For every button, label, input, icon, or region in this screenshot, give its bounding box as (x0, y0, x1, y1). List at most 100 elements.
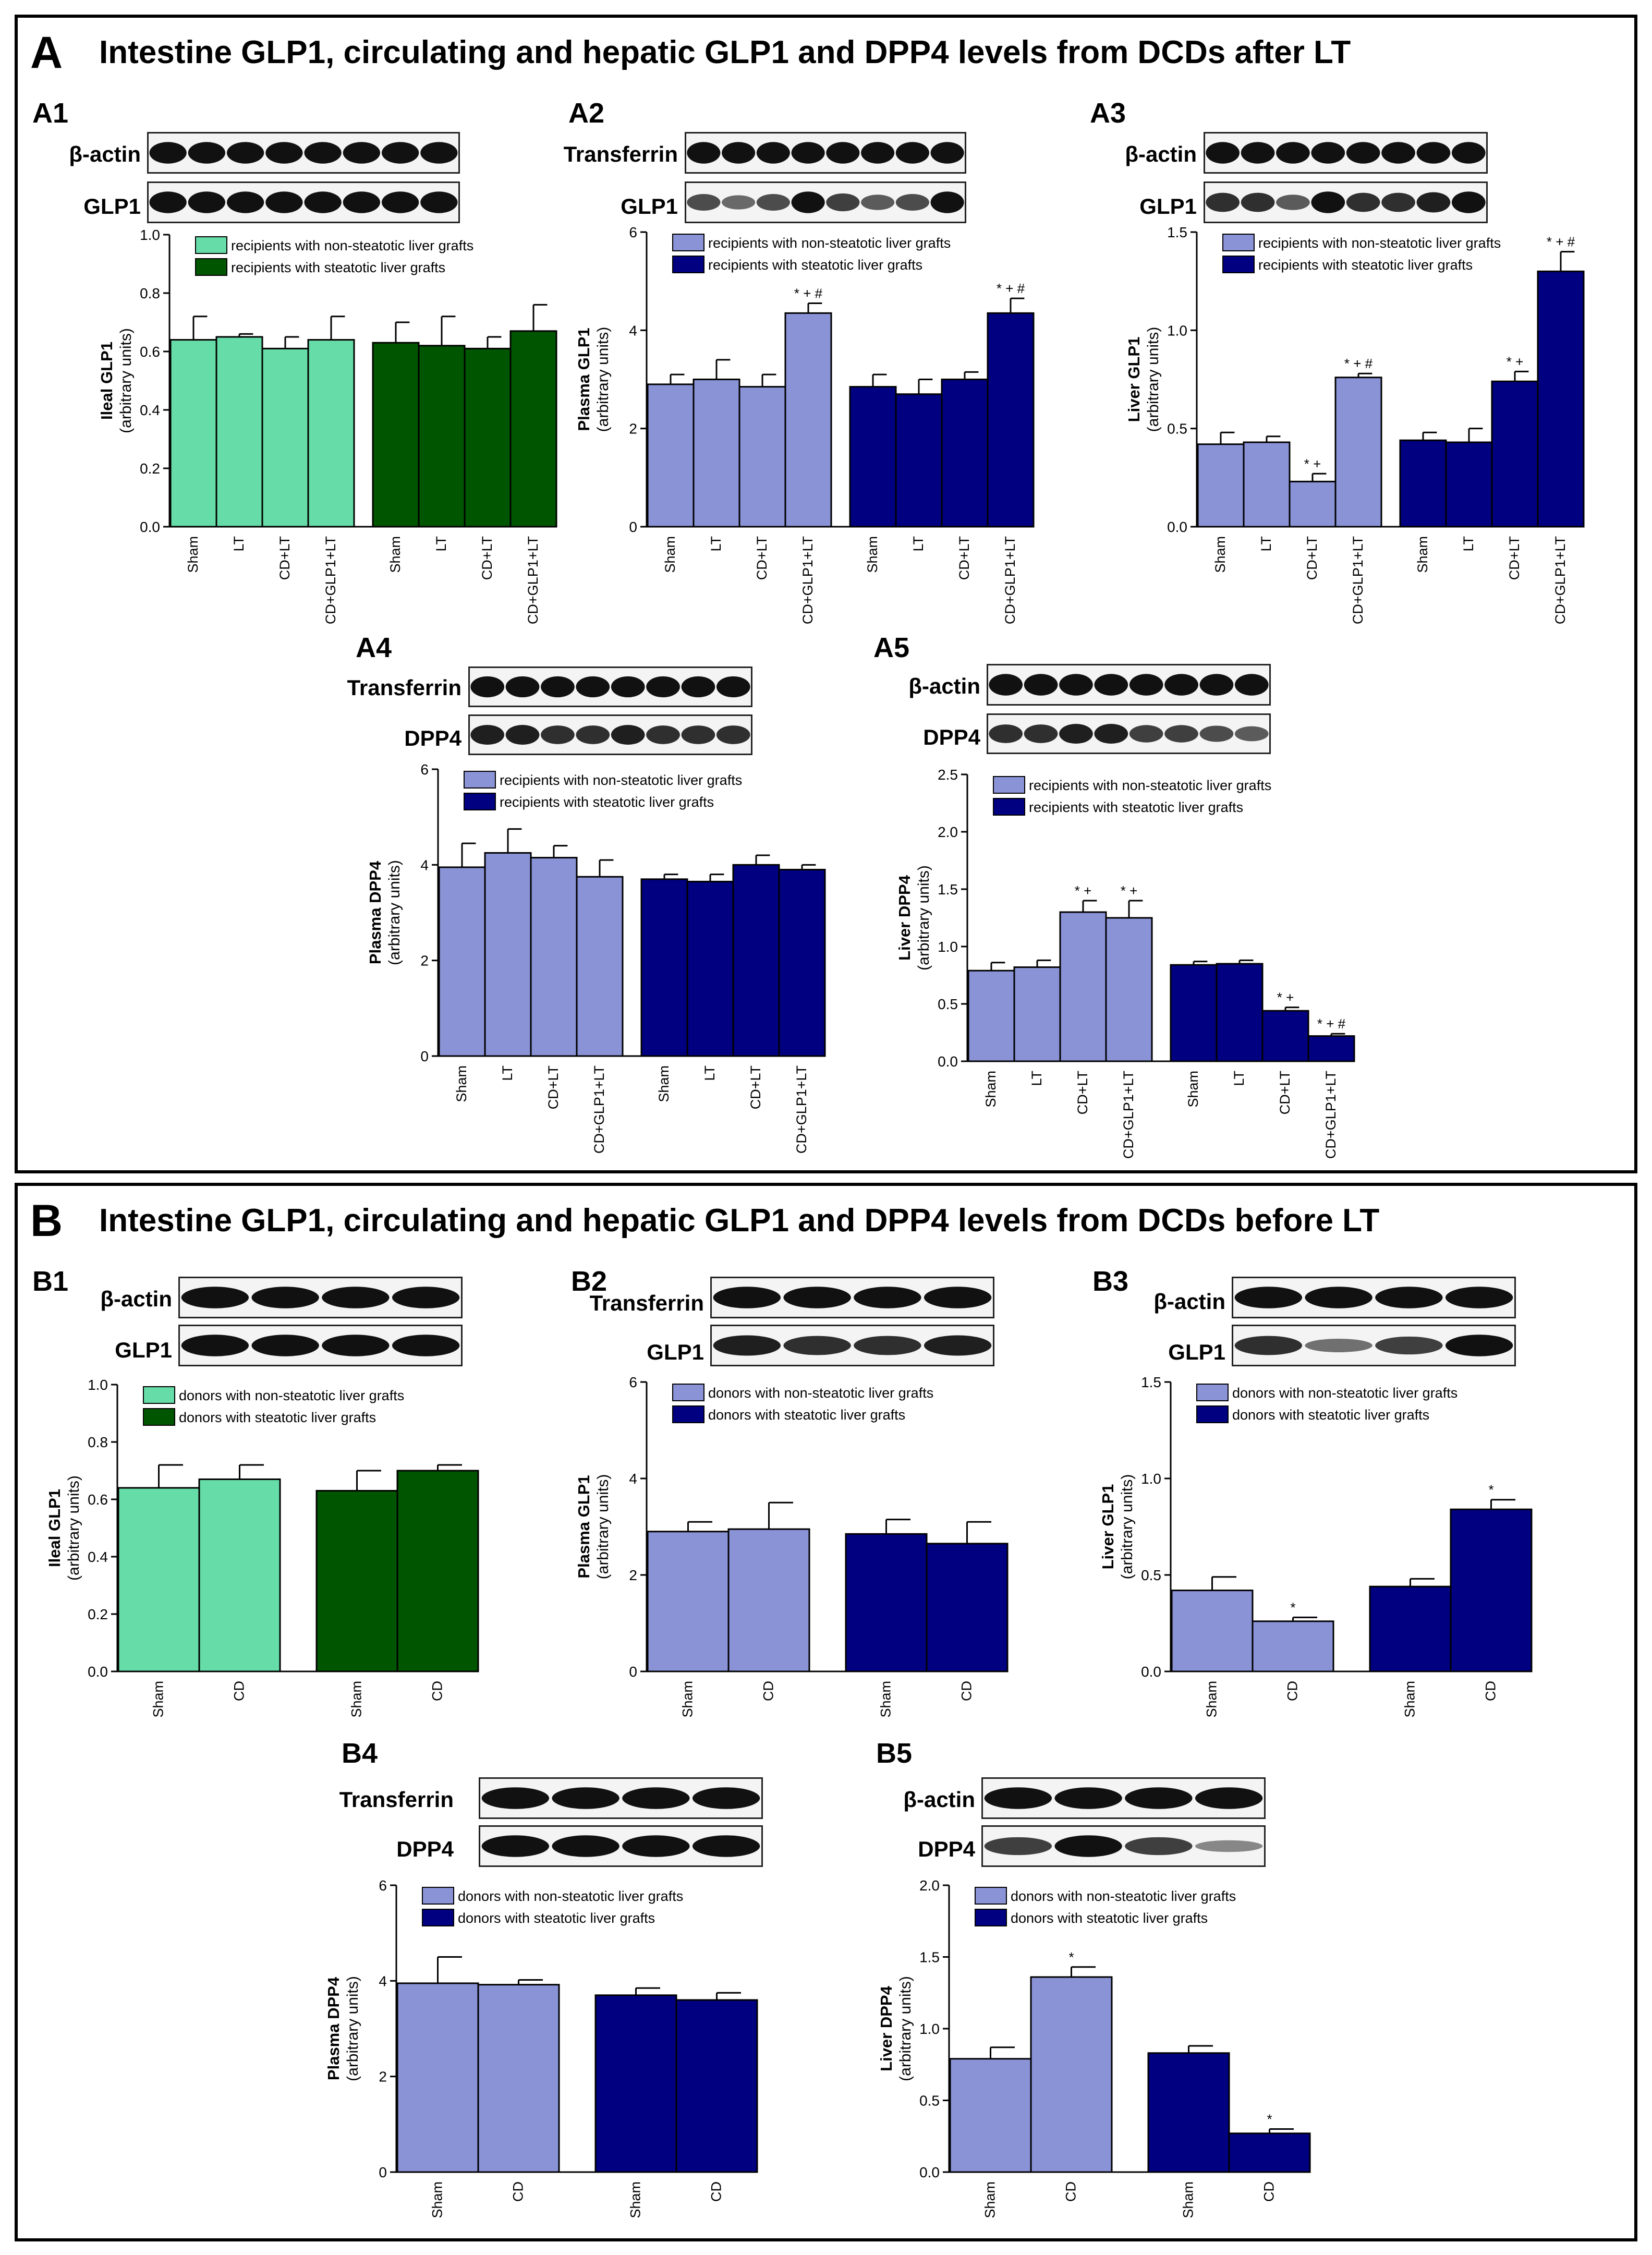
blot-bands (1206, 191, 1486, 213)
blot-band (1234, 1336, 1303, 1355)
blot-band (924, 1287, 992, 1308)
blot-bands (713, 1335, 992, 1356)
blot-band (1311, 191, 1345, 213)
blot-band (692, 1787, 760, 1809)
blot-label: DPP4 (396, 1837, 454, 1861)
blot-band (854, 1287, 921, 1308)
blot-group-b2: Transferrin GLP1 (563, 1272, 1006, 1377)
western-blot (981, 1825, 1266, 1867)
blot-label: GLP1 (647, 1340, 704, 1364)
blot-band (1381, 192, 1415, 212)
western-blot (1232, 1325, 1516, 1366)
blot-band (322, 1335, 390, 1356)
blot-band (1375, 1287, 1443, 1308)
blot-band (1195, 1787, 1263, 1809)
blot-band (1416, 192, 1451, 213)
panel-label-b1: B1 (32, 1266, 69, 1297)
blot-band (226, 191, 264, 213)
blot-label: β-actin (1153, 1289, 1225, 1314)
blot-label: Transferrin (347, 675, 461, 700)
blot-label: GLP1 (1139, 194, 1197, 219)
blot-band (1024, 724, 1058, 743)
blot-label: Transferrin (589, 1291, 704, 1315)
panel-label-a1: A1 (32, 98, 69, 129)
panel-label-b4: B4 (342, 1738, 378, 1769)
blot-group-a4: Transferrin DPP4 (334, 662, 761, 767)
blot-band (861, 195, 895, 210)
blot-band (149, 142, 187, 164)
western-blot (987, 664, 1271, 706)
blot-bands (470, 724, 750, 745)
blot-band (470, 676, 505, 698)
blot-bands (989, 674, 1269, 696)
western-blot (468, 714, 752, 755)
section-b-box (15, 1183, 1637, 2241)
blot-group-a5: β-actin DPP4 (871, 660, 1288, 764)
blot-band (687, 142, 721, 164)
western-blot (479, 1825, 763, 1867)
blot-band (1125, 1787, 1193, 1809)
blot-bands (989, 723, 1269, 744)
blot-band (1346, 192, 1380, 212)
panel-label-b3: B3 (1092, 1266, 1129, 1297)
blot-band (930, 191, 964, 213)
blot-band (1094, 723, 1128, 744)
section-a-title: Intestine GLP1, circulating and hepatic … (99, 34, 1351, 70)
blot-group-a1: β-actin GLP1 (31, 128, 460, 232)
blot-group-a2: Transferrin GLP1 (558, 128, 975, 232)
blot-bands (1234, 1287, 1513, 1308)
section-b-title: Intestine GLP1, circulating and hepatic … (99, 1203, 1380, 1239)
blot-band (756, 142, 790, 164)
blot-band (381, 191, 419, 213)
blot-label: Transferrin (563, 142, 678, 166)
blot-band (226, 142, 264, 164)
blot-band (265, 191, 303, 213)
blot-band (722, 142, 756, 164)
western-blot (1232, 1277, 1516, 1318)
blot-band (646, 725, 680, 744)
blot-band (188, 191, 226, 213)
section-a-box (15, 15, 1637, 1173)
blot-band (1445, 1287, 1513, 1308)
section-b-letter: B (30, 1196, 63, 1246)
blot-band (392, 1335, 460, 1356)
blot-band (826, 193, 860, 212)
blot-band (622, 1787, 690, 1809)
blot-band (984, 1837, 1052, 1856)
blot-band (1129, 725, 1163, 743)
panel-label-a5: A5 (873, 632, 910, 663)
blot-band (611, 724, 645, 745)
blot-band (420, 142, 458, 164)
blot-band (1241, 192, 1275, 212)
blot-band (692, 1835, 760, 1857)
blot-band (505, 724, 540, 745)
blot-band (1059, 723, 1093, 744)
blot-label: DPP4 (404, 726, 461, 750)
blot-bands (1206, 142, 1486, 164)
blot-band (1276, 195, 1310, 210)
blot-band (924, 1335, 992, 1356)
blot-band (716, 676, 750, 698)
blot-band (251, 1287, 319, 1308)
blot-band (826, 142, 860, 164)
blot-band (783, 1336, 851, 1355)
western-blot (710, 1325, 994, 1366)
blot-bands (984, 1835, 1263, 1857)
blot-band (783, 1287, 851, 1308)
blot-band (861, 142, 895, 164)
blot-band (1451, 191, 1486, 213)
blot-bands (1234, 1335, 1513, 1356)
blot-band (420, 191, 458, 213)
blot-band (646, 676, 680, 698)
blot-band (1164, 674, 1198, 696)
blot-band (304, 142, 342, 164)
blot-band (541, 725, 575, 744)
blot-band (1311, 142, 1345, 164)
blot-band (1445, 1335, 1513, 1356)
blot-bands (181, 1335, 460, 1356)
blot-label: β-actin (69, 142, 141, 166)
blot-band (381, 142, 419, 164)
western-blot (987, 713, 1271, 754)
blot-band (1234, 726, 1269, 742)
section-a-letter: A (30, 28, 63, 78)
